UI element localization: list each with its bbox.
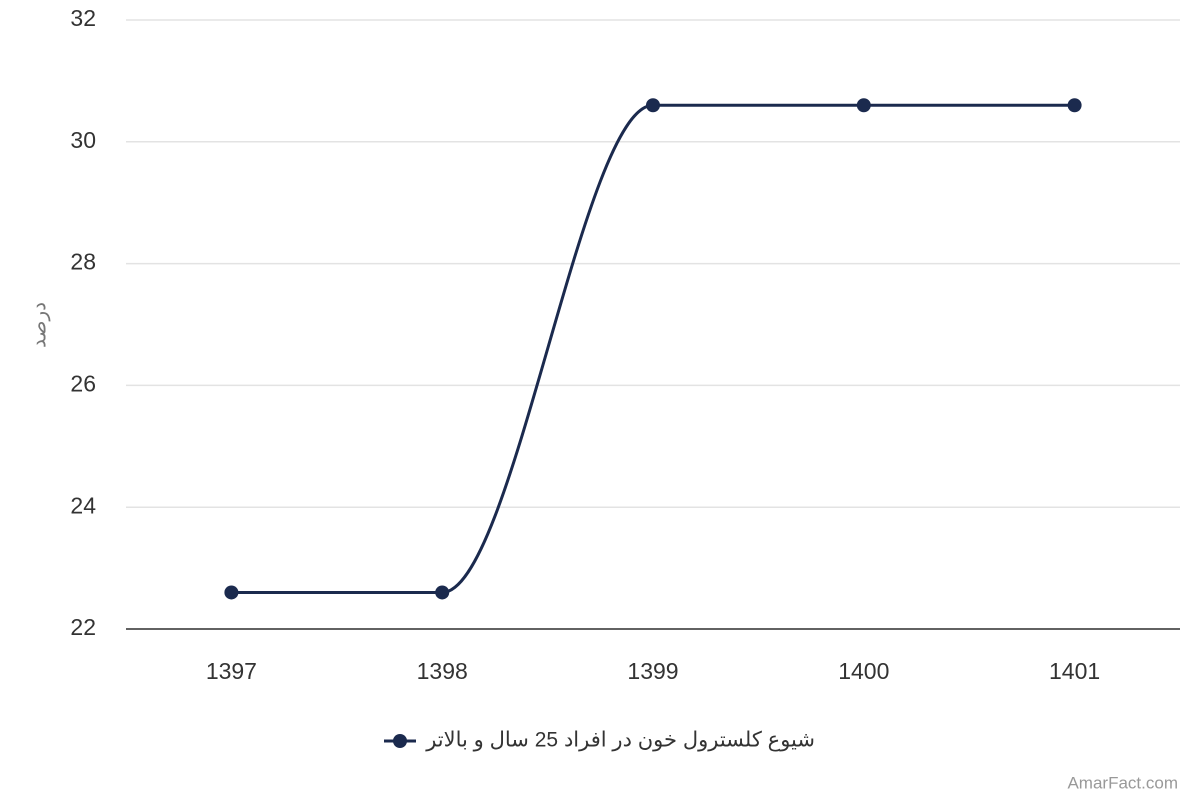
x-tick-label: 1399 [627, 658, 678, 684]
y-tick-label: 32 [70, 5, 96, 31]
line [231, 103, 1075, 594]
y-tick-label: 28 [70, 249, 96, 275]
x-tick-label: 1398 [417, 658, 468, 684]
credit: AmarFact.com [1067, 773, 1178, 792]
point [224, 585, 239, 600]
point [856, 98, 871, 113]
y-tick-label: 22 [70, 614, 96, 640]
x-tick-label: 1397 [206, 658, 257, 684]
legend-label: شیوع کلسترول خون در افراد 25 سال و بالات… [425, 729, 815, 752]
legend-marker [393, 734, 407, 748]
y-tick-label: 24 [70, 492, 96, 518]
point [435, 585, 450, 600]
point [646, 98, 660, 113]
y-tick-label: 30 [70, 127, 96, 153]
point [1067, 98, 1082, 113]
y-tick-label: 26 [70, 370, 96, 396]
y-axis-label: درصد [28, 302, 50, 348]
x-tick-label: 1400 [838, 658, 889, 684]
x-tick-label: 1401 [1049, 658, 1100, 684]
